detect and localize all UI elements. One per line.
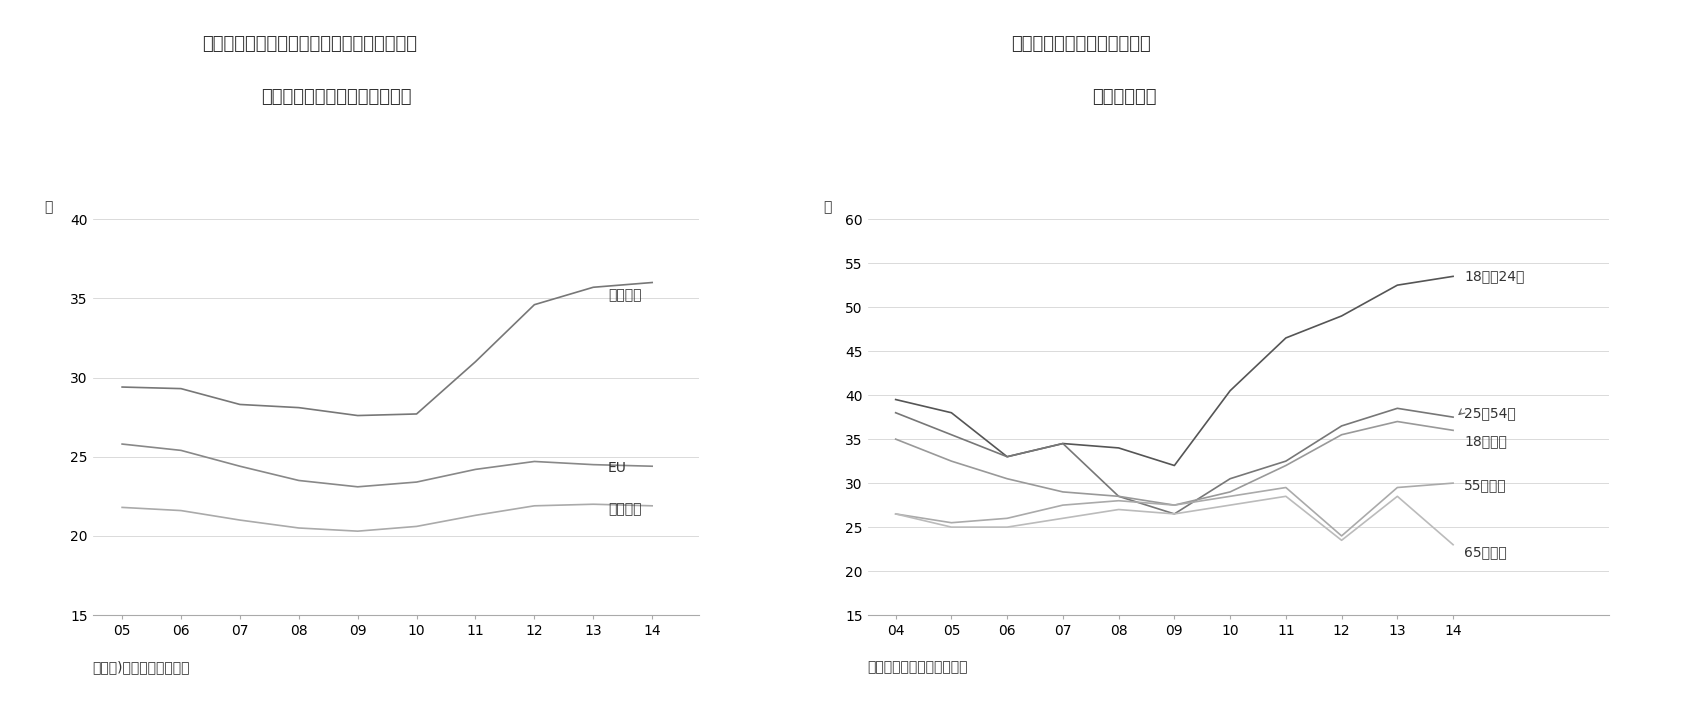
Text: （資料)欧州委員会統計局: （資料)欧州委員会統計局 (93, 660, 190, 674)
Text: 55歳以上: 55歳以上 (1464, 478, 1506, 492)
Text: ユーロ圏: ユーロ圏 (608, 502, 642, 516)
Text: 図表２　　ギリシャの貧困率: 図表２ ギリシャの貧困率 (1011, 35, 1151, 53)
Text: ％: ％ (824, 200, 832, 214)
Text: EU: EU (608, 461, 627, 475)
Text: 25〜54歳: 25〜54歳 (1464, 406, 1517, 420)
Text: ギリシャ: ギリシャ (608, 288, 642, 302)
Text: 65歳以上: 65歳以上 (1464, 544, 1506, 559)
Text: 18歳〜24歳: 18歳〜24歳 (1464, 269, 1525, 284)
Text: （資料）欧州委員会統計局: （資料）欧州委員会統計局 (868, 660, 969, 674)
Text: 18歳以下: 18歳以下 (1464, 434, 1506, 448)
Text: （年齢層別）: （年齢層別） (1092, 88, 1156, 106)
Text: 図表１　貧困と社会的排除のリスクにさらさ: 図表１ 貧困と社会的排除のリスクにさらさ (202, 35, 418, 53)
Text: ％: ％ (44, 200, 52, 214)
Text: れている人口の割合（貧困率）: れている人口の割合（貧困率） (261, 88, 411, 106)
